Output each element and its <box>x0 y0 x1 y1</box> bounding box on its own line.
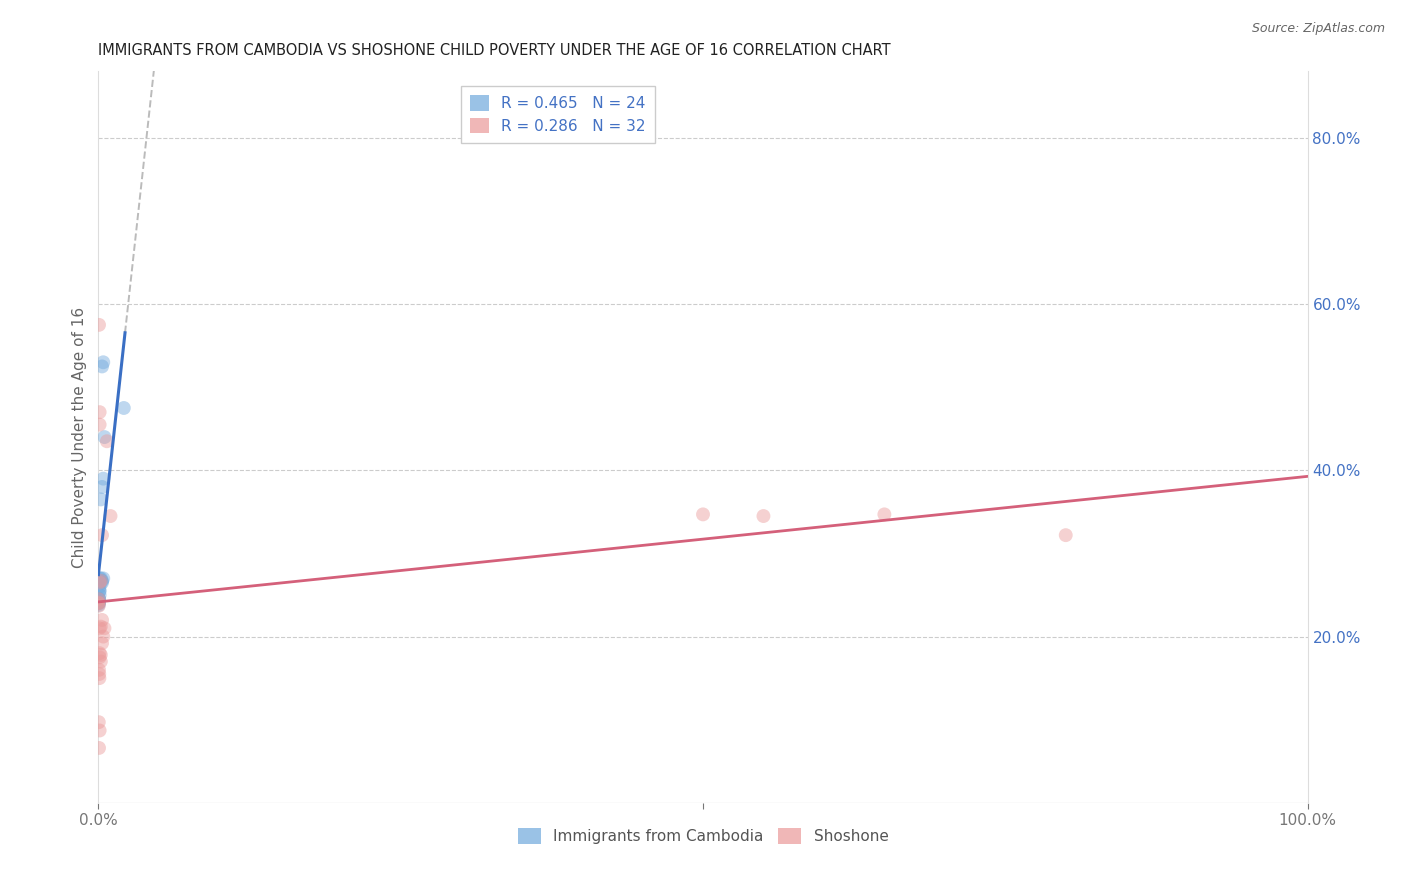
Point <box>87 596 110 610</box>
Legend: Immigrants from Cambodia, Shoshone: Immigrants from Cambodia, Shoshone <box>512 822 894 850</box>
Point <box>93 430 115 444</box>
Point <box>1054 528 1077 542</box>
Point <box>692 508 714 522</box>
Point <box>87 740 110 755</box>
Point <box>90 492 112 507</box>
Point <box>89 588 111 602</box>
Point <box>87 663 110 677</box>
Text: Source: ZipAtlas.com: Source: ZipAtlas.com <box>1251 22 1385 36</box>
Point <box>87 599 110 613</box>
Point <box>87 592 110 607</box>
Point <box>87 592 110 607</box>
Point <box>90 574 112 588</box>
Point <box>87 595 110 609</box>
Point <box>96 434 118 449</box>
Point <box>87 595 110 609</box>
Point <box>89 417 111 432</box>
Point <box>91 574 114 588</box>
Point <box>90 574 112 588</box>
Point <box>90 619 112 633</box>
Point <box>89 575 111 590</box>
Point <box>90 655 112 669</box>
Point <box>87 598 110 612</box>
Point <box>93 621 115 635</box>
Point <box>89 621 111 635</box>
Point <box>89 592 111 607</box>
Point <box>91 480 114 494</box>
Point <box>89 571 111 585</box>
Point <box>87 592 110 607</box>
Point <box>89 583 111 598</box>
Point <box>89 671 111 685</box>
Point <box>91 613 114 627</box>
Point <box>89 583 111 598</box>
Point <box>91 575 114 590</box>
Point <box>89 580 111 594</box>
Point <box>91 636 114 650</box>
Point <box>89 405 111 419</box>
Point <box>87 596 110 610</box>
Point <box>91 472 114 486</box>
Point <box>752 509 775 524</box>
Point <box>89 646 111 660</box>
Point <box>91 571 114 585</box>
Text: IMMIGRANTS FROM CAMBODIA VS SHOSHONE CHILD POVERTY UNDER THE AGE OF 16 CORRELATI: IMMIGRANTS FROM CAMBODIA VS SHOSHONE CHI… <box>98 43 891 58</box>
Point <box>89 667 111 681</box>
Point <box>87 715 110 730</box>
Y-axis label: Child Poverty Under the Age of 16: Child Poverty Under the Age of 16 <box>72 307 87 567</box>
Point <box>91 359 114 374</box>
Point <box>90 648 112 662</box>
Point <box>89 650 111 665</box>
Point <box>91 355 114 369</box>
Point <box>87 318 110 332</box>
Point <box>873 508 896 522</box>
Point <box>91 630 114 644</box>
Point <box>91 528 114 542</box>
Point <box>112 401 135 415</box>
Point <box>89 723 111 738</box>
Point <box>100 509 122 524</box>
Point <box>87 595 110 609</box>
Point <box>90 571 112 585</box>
